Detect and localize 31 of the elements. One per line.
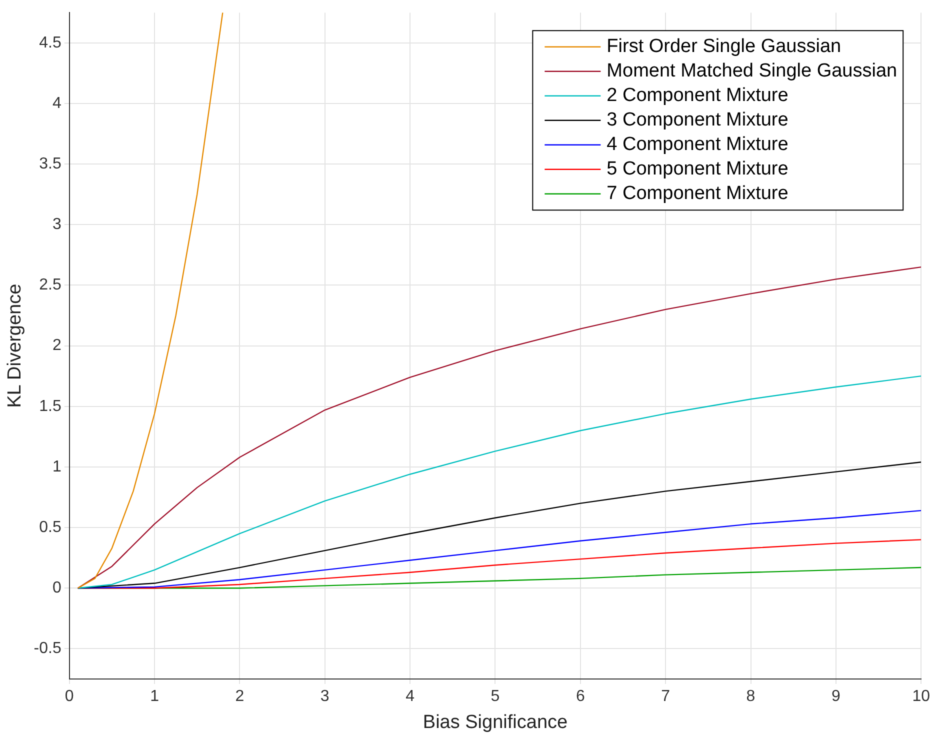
x-tick-label: 4: [406, 688, 415, 706]
y-tick-label: 4: [52, 94, 62, 112]
legend-label: 4 Component Mixture: [606, 134, 788, 156]
x-tick-label: 8: [746, 688, 756, 706]
x-tick-label: 9: [831, 688, 840, 706]
legend-label: Moment Matched Single Gaussian: [606, 60, 898, 82]
x-tick-label: 1: [150, 688, 160, 706]
legend-label: 2 Component Mixture: [606, 85, 788, 106]
y-axis-title: KL Divergence: [4, 284, 26, 408]
x-tick-label: 10: [912, 688, 930, 706]
y-tick-label: 1.5: [39, 398, 62, 415]
y-tick-label: 0.5: [39, 518, 62, 536]
y-tick-label: 3.5: [39, 155, 62, 172]
y-tick-label: 2: [52, 337, 62, 354]
x-tick-label: 0: [64, 688, 74, 706]
y-tick-label: 1: [52, 458, 62, 476]
legend-label: 3 Component Mixture: [606, 110, 788, 131]
y-tick-label: 2.5: [39, 276, 62, 294]
x-tick-label: 6: [576, 688, 585, 706]
x-tick-label: 5: [490, 688, 500, 706]
legend-label: First Order Single Gaussian: [606, 36, 842, 58]
x-axis-title: Bias Significance: [422, 712, 568, 733]
legend-label: 7 Component Mixture: [606, 183, 788, 204]
y-tick-label: 0: [52, 580, 62, 597]
y-tick-label: 4.5: [39, 34, 62, 52]
x-tick-label: 3: [320, 688, 330, 706]
legend-label: 5 Component Mixture: [606, 158, 788, 180]
x-tick-label: 2: [235, 688, 244, 706]
y-tick-label: 3: [52, 216, 62, 234]
y-tick-label: -0.5: [34, 640, 62, 658]
x-tick-label: 7: [661, 688, 670, 706]
